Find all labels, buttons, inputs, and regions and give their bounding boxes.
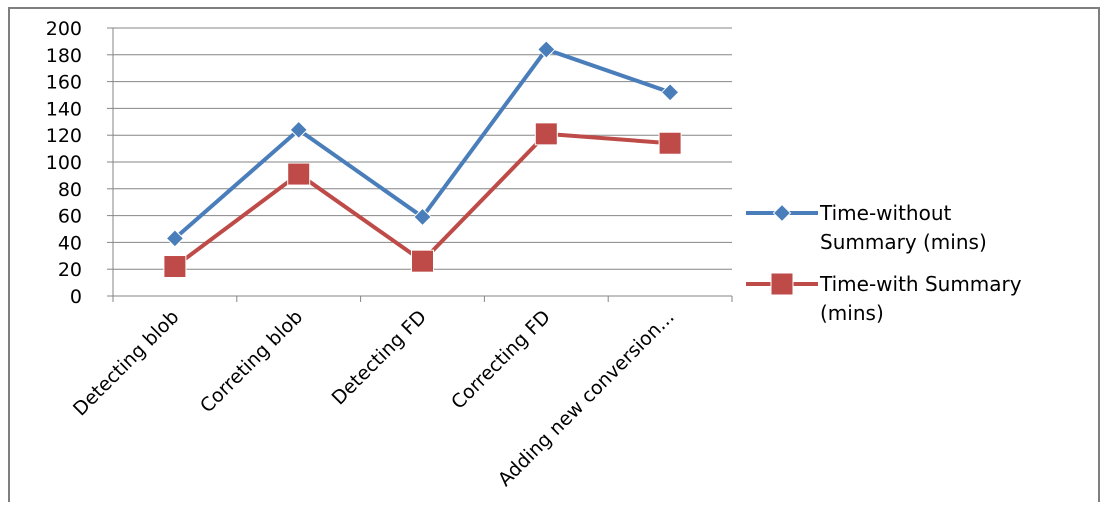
legend-label-1-line-1: (mins) bbox=[820, 301, 884, 325]
legend-swatch-marker-0 bbox=[772, 203, 792, 223]
y-tick-label-100: 100 bbox=[46, 152, 82, 174]
gridlines bbox=[113, 27, 732, 270]
series-1-point-2 bbox=[411, 249, 434, 273]
legend-swatch-marker-1 bbox=[770, 272, 794, 296]
x-tick-label-3: Correcting FD bbox=[447, 306, 555, 414]
legend-label-1-line-0: Time-with Summary bbox=[819, 272, 1022, 296]
series-1-point-4 bbox=[658, 131, 682, 155]
legend: Time-without Summary (mins) Time-with Summ… bbox=[746, 201, 1022, 325]
y-tick-label-180: 180 bbox=[46, 45, 82, 67]
legend-label-0-line-1: Summary (mins) bbox=[820, 230, 987, 254]
series-0-point-0 bbox=[165, 229, 185, 248]
y-tick-label-80: 80 bbox=[58, 179, 82, 201]
axes bbox=[107, 27, 733, 302]
x-tick-label-0: Detecting blob bbox=[69, 306, 183, 420]
x-tick-label-1: Correting blob bbox=[196, 306, 307, 417]
y-tick-label-60: 60 bbox=[58, 206, 82, 228]
chart-frame bbox=[8, 7, 1100, 502]
series-0-point-4 bbox=[660, 83, 680, 102]
y-axis-tick-labels: 0 20 40 60 80 100 120 140 160 180 200 bbox=[46, 18, 82, 308]
x-axis-tick-labels: Detecting blob Correting blob Detecting FD… bbox=[69, 306, 679, 491]
series-1-point-3 bbox=[534, 122, 558, 146]
series-1-point-0 bbox=[163, 255, 187, 279]
x-tick-label-2: Detecting FD bbox=[328, 306, 431, 409]
y-tick-label-120: 120 bbox=[46, 125, 82, 147]
series bbox=[163, 40, 682, 279]
series-0 bbox=[165, 40, 680, 248]
y-tick-label-200: 200 bbox=[46, 18, 82, 40]
y-tick-label-140: 140 bbox=[46, 98, 82, 120]
y-tick-label-0: 0 bbox=[70, 286, 82, 308]
y-tick-label-160: 160 bbox=[46, 72, 82, 94]
legend-label-0-line-0: Time-without bbox=[819, 201, 952, 225]
series-0-point-1 bbox=[289, 120, 308, 140]
series-0-point-3 bbox=[537, 40, 556, 59]
series-0-point-2 bbox=[413, 207, 432, 227]
series-1 bbox=[163, 122, 682, 279]
series-1-point-1 bbox=[287, 162, 311, 186]
y-tick-label-40: 40 bbox=[58, 232, 82, 254]
series-line-1 bbox=[172, 131, 673, 269]
y-tick-label-20: 20 bbox=[58, 259, 82, 281]
legend-entry-0: Time-without Summary (mins) bbox=[746, 201, 987, 254]
legend-entry-1: Time-with Summary (mins) bbox=[746, 272, 1022, 325]
